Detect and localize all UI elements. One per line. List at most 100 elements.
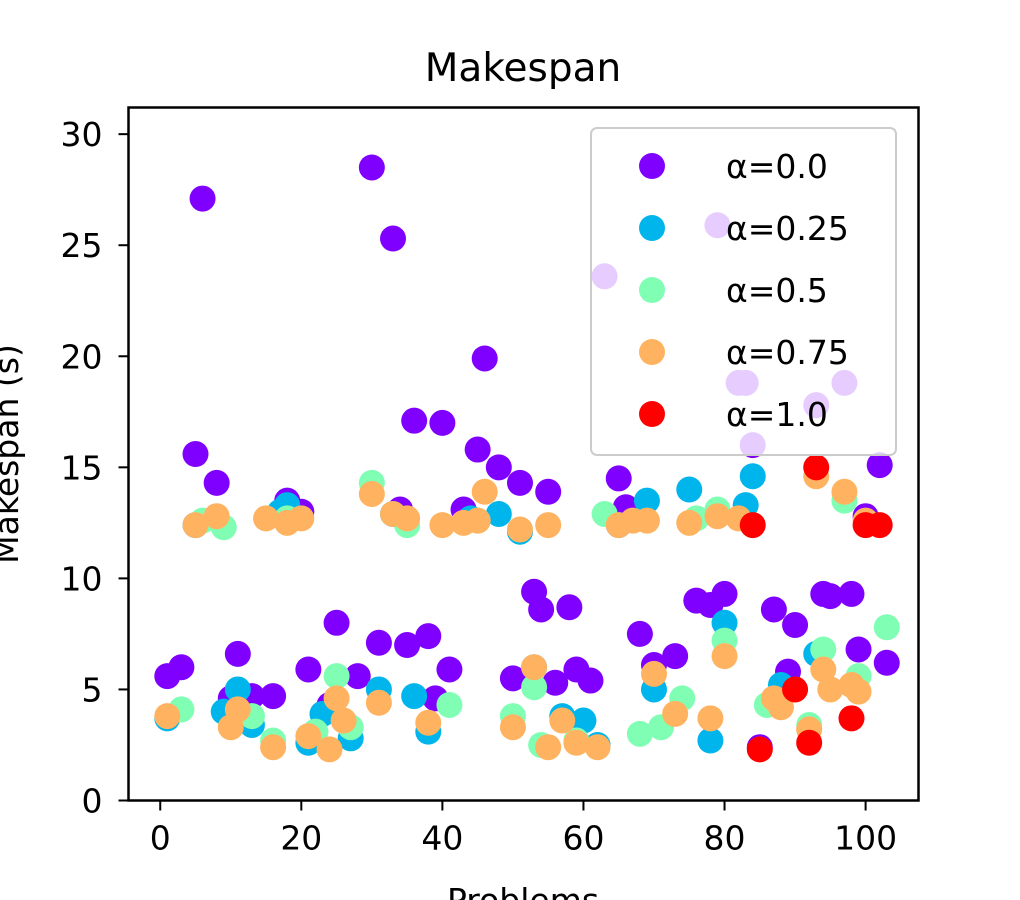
x-axis-label: Problems: [447, 881, 599, 900]
legend-box: [590, 127, 897, 456]
point-s2-29: [873, 614, 900, 641]
y-tick-label-2: 10: [61, 559, 103, 598]
point-s3-9: [295, 723, 322, 750]
point-s0-60: [845, 636, 872, 663]
point-s3-18: [429, 512, 456, 539]
point-s0-1: [168, 654, 195, 681]
point-s0-63: [873, 649, 900, 676]
point-s3-22: [499, 714, 526, 741]
point-s0-13: [323, 609, 350, 636]
point-s4-7: [866, 512, 893, 539]
point-s0-52: [760, 596, 787, 623]
point-s0-29: [499, 665, 526, 692]
point-s3-11: [323, 685, 350, 712]
point-s3-16: [394, 505, 421, 532]
point-s3-46: [831, 478, 858, 505]
legend-marker-2: [639, 277, 665, 303]
point-s4-0: [739, 512, 766, 539]
point-s1-19: [570, 707, 597, 734]
x-tick-label-3: 60: [562, 819, 604, 858]
point-s3-6: [260, 734, 287, 761]
point-s3-2: [203, 503, 230, 530]
y-tick-label-4: 20: [61, 337, 103, 376]
point-s1-3: [224, 676, 251, 703]
x-tick-label-1: 20: [280, 819, 322, 858]
point-s3-23: [506, 516, 533, 543]
point-s0-39: [605, 465, 632, 492]
x-tick-label-0: 0: [150, 819, 171, 858]
point-s3-44: [810, 656, 837, 683]
legend-marker-4: [639, 401, 665, 427]
point-s0-28: [485, 454, 512, 481]
point-s0-43: [662, 643, 689, 670]
legend-label-4: α=1.0: [726, 395, 828, 434]
point-s3-28: [563, 729, 590, 756]
point-s0-2: [182, 441, 209, 467]
y-tick-label-6: 30: [61, 115, 103, 154]
legend-marker-1: [639, 215, 665, 241]
point-s0-21: [415, 623, 442, 650]
point-s0-23: [429, 409, 456, 436]
point-s3-20: [464, 507, 491, 534]
plot-frame: [127, 106, 920, 802]
point-s0-54: [782, 612, 809, 639]
point-s0-14: [344, 663, 371, 690]
point-s0-32: [528, 596, 555, 623]
point-s0-8: [260, 683, 287, 710]
legend-label-0: α=0.0: [726, 147, 828, 186]
y-axis-label: Makespan (s): [0, 344, 26, 564]
point-s3-29: [584, 734, 611, 761]
point-s3-5: [253, 505, 280, 532]
point-s3-24: [521, 654, 548, 681]
point-s0-59: [838, 580, 865, 607]
point-s3-17: [415, 709, 442, 736]
point-s4-2: [782, 676, 809, 703]
point-s0-41: [626, 620, 653, 647]
point-s3-36: [697, 705, 724, 732]
point-s0-4: [203, 469, 230, 496]
y-tick-label-1: 5: [82, 670, 103, 709]
y-axis: 0 5 10 15 20 25 30: [61, 115, 129, 821]
point-s3-14: [365, 689, 392, 716]
point-s0-3: [189, 185, 216, 212]
point-s0-37: [577, 667, 604, 694]
point-s2-11: [436, 691, 463, 718]
point-s2-7: [323, 663, 350, 690]
y-tick-label-3: 15: [61, 448, 103, 487]
point-s3-8: [288, 505, 315, 532]
legend-label-1: α=0.25: [726, 209, 849, 248]
point-s3-0: [154, 703, 181, 730]
point-s3-33: [640, 660, 667, 687]
point-s4-4: [803, 454, 830, 481]
chart-title: Makespan: [425, 46, 621, 91]
x-tick-label-2: 40: [421, 819, 463, 858]
legend-label-2: α=0.5: [726, 271, 828, 310]
point-s3-13: [358, 480, 385, 507]
point-s3-38: [711, 643, 738, 670]
x-tick-label-5: 100: [834, 819, 897, 858]
point-s3-34: [662, 700, 689, 727]
point-s0-62: [866, 452, 893, 479]
point-s3-27: [549, 707, 576, 734]
point-s3-37: [704, 503, 731, 530]
point-s0-6: [224, 640, 251, 667]
point-s0-26: [464, 436, 491, 463]
legend-marker-0: [639, 153, 665, 179]
point-s0-30: [506, 469, 533, 496]
point-s1-28: [739, 463, 766, 490]
point-s0-24: [436, 656, 463, 683]
point-s1-24: [676, 476, 703, 503]
point-s0-19: [394, 632, 421, 659]
legend-marker-3: [639, 339, 665, 365]
point-s2-14: [521, 674, 548, 701]
point-s3-26: [535, 734, 562, 761]
point-s0-15: [358, 154, 385, 181]
point-s3-4: [224, 696, 251, 723]
point-s4-1: [746, 736, 773, 763]
legend: α=0.0 α=0.25 α=0.5 α=0.75 α=1.0: [590, 127, 897, 456]
point-s1-22: [633, 487, 660, 514]
point-s3-1: [182, 512, 209, 539]
point-s0-33: [535, 478, 562, 505]
point-s4-3: [796, 729, 823, 756]
